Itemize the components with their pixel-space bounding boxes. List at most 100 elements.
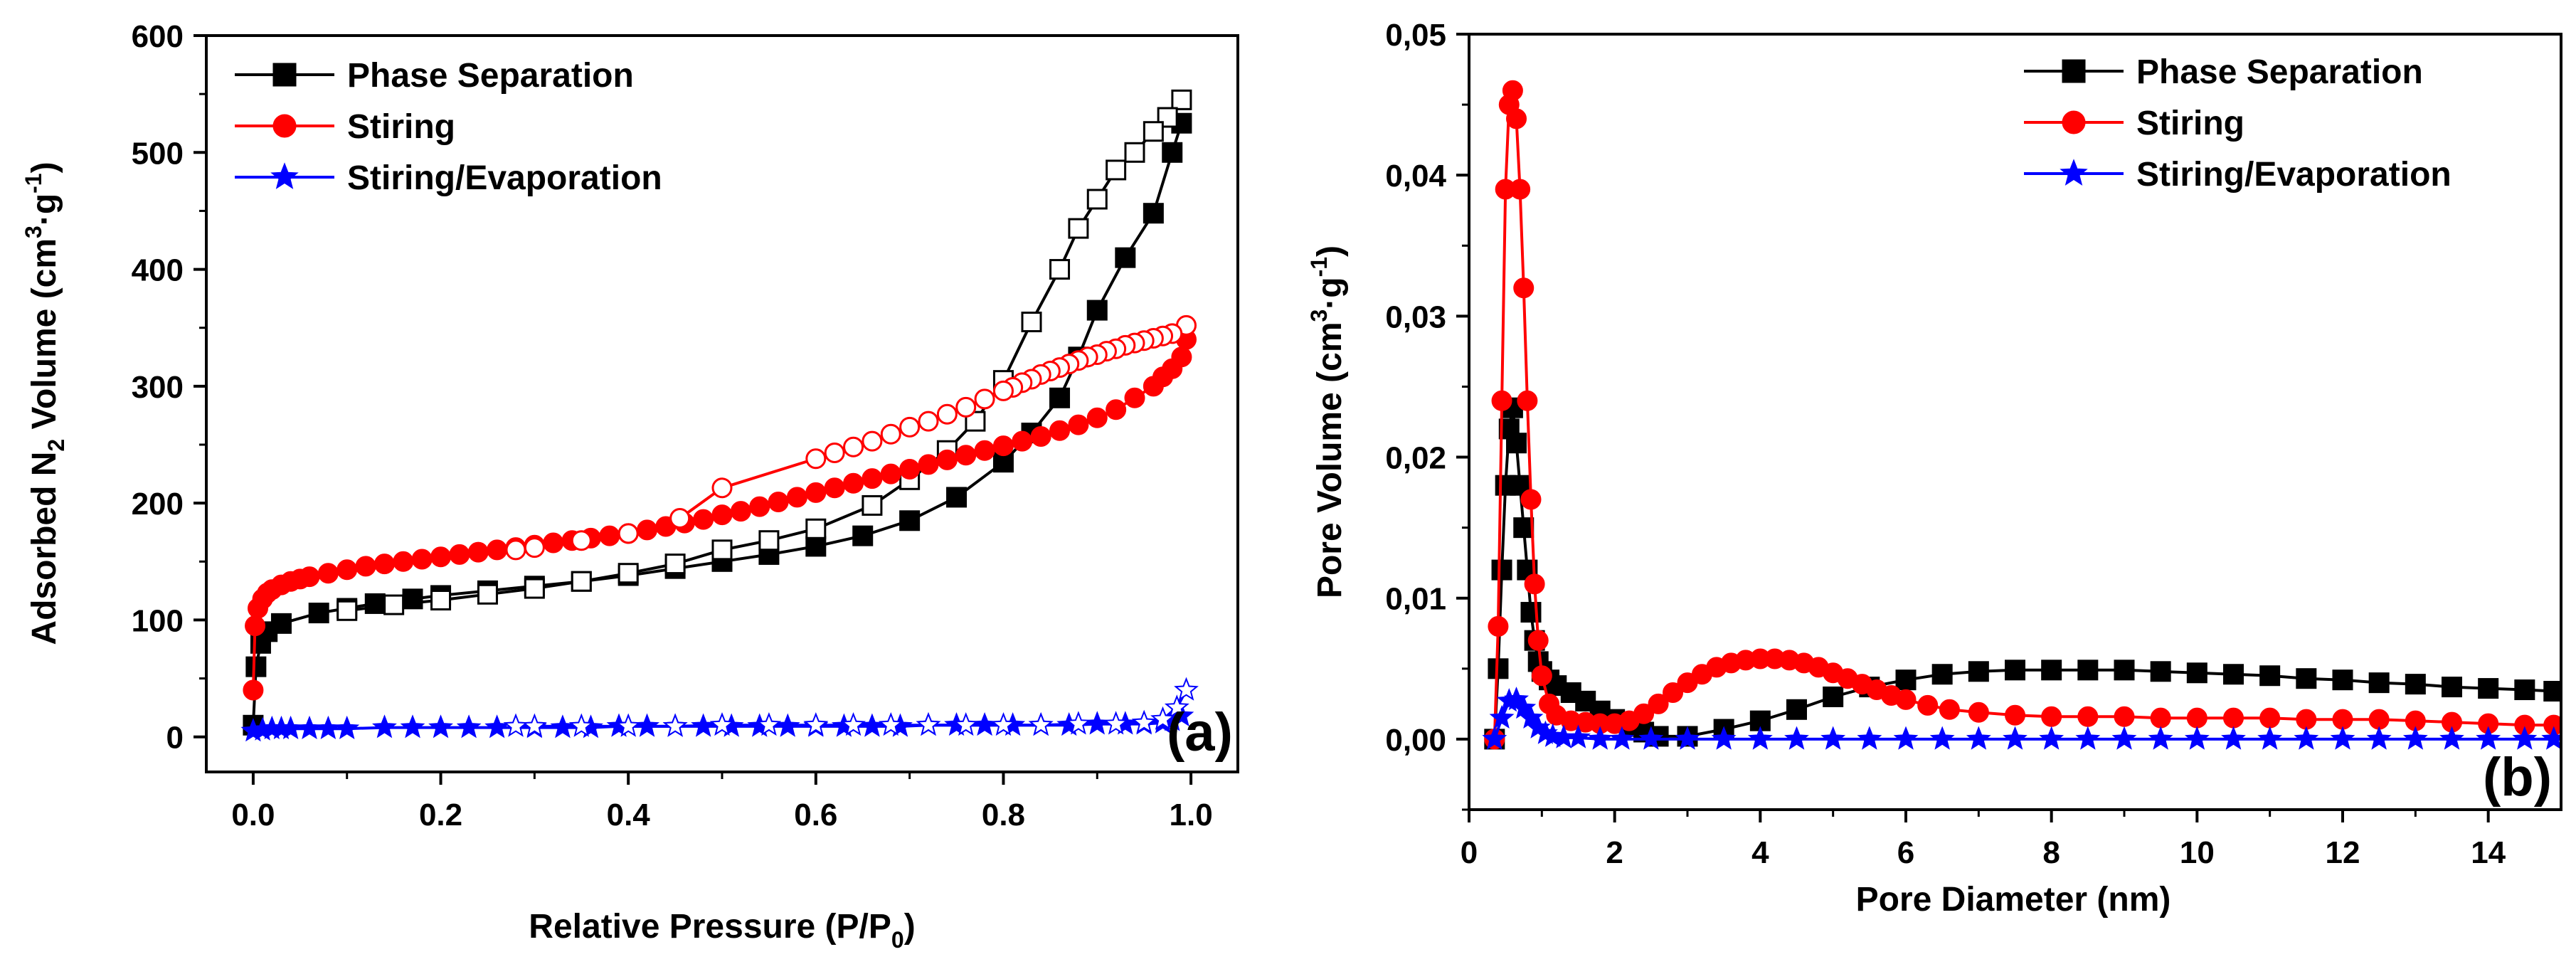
panel-a-stiring-adsorption-point <box>768 492 789 512</box>
panel-a-stiring-desorption-point <box>880 423 901 445</box>
panel-b-phase-separation-distribution-point <box>1968 661 1989 682</box>
panel-b-y-axis-title: Pore Volume (cm3·g-1) <box>1306 245 1349 598</box>
panel-a-phase-separation-desorption-point <box>336 600 358 621</box>
panel-b-stiring-evaporation-distribution-point <box>1518 704 1544 729</box>
panel-a-stiring-adsorption-point <box>1171 346 1192 368</box>
legend-b-phase-separation-marker <box>2062 59 2086 83</box>
panel-a-stiring-evaporation-desorption-point <box>756 711 782 736</box>
panel-b-stiring-evaporation-distribution-point <box>2111 726 2137 750</box>
panel-a-x-tick-label: 0.0 <box>231 798 275 832</box>
panel-a-stiring-adsorption-point <box>1030 426 1051 447</box>
panel-a-stiring-evaporation-desorption-point <box>991 711 1016 736</box>
panel-a-phase-separation-adsorption-line <box>251 122 1183 726</box>
panel-a-stiring-desorption-point <box>524 537 545 559</box>
panel-a-phase-separation-adsorption-point <box>899 510 921 531</box>
legend-b-stiring-label: Stiring <box>2136 105 2244 142</box>
panel-a-x-tick-label: 0.8 <box>982 798 1025 832</box>
panel-b-phase-separation-distribution-point <box>1931 664 1953 685</box>
panel-b-phase-separation-distribution-point <box>2478 678 2499 699</box>
panel-b-phase-separation-distribution-point <box>2150 661 2171 682</box>
panel-a-stiring-adsorption-point <box>824 477 845 499</box>
panel-a-stiring-evaporation-desorption-point <box>1150 706 1175 730</box>
panel-b-stiring-distribution-point <box>1531 665 1552 687</box>
panel-a-stiring-adsorption-point <box>862 468 883 489</box>
panel-a-stiring-adsorption-point <box>393 551 414 572</box>
panel-b-phase-separation-distribution-point <box>2259 665 2281 687</box>
panel-a-stiring-evaporation-desorption-point <box>1164 694 1189 719</box>
panel-a-stiring-evaporation-adsorption-point <box>428 714 453 739</box>
panel-a-phase-separation-desorption-point <box>1124 142 1145 163</box>
legend-b-stiring-evaporation-marker <box>2060 159 2088 186</box>
panel-a-stiring-desorption-point <box>899 416 921 438</box>
panel-a-stiring-adsorption-point <box>974 440 995 461</box>
panel-a-stiring-evaporation-desorption-point <box>1028 711 1054 736</box>
panel-a-stiring-evaporation-desorption-point <box>953 711 979 736</box>
panel-a-stiring-evaporation-desorption-point <box>1103 711 1129 735</box>
panel-a-stiring-adsorption-point <box>373 554 395 575</box>
panel-b-stiring-distribution-point <box>2368 709 2390 730</box>
panel-a-phase-separation-adsorption-point <box>270 613 292 634</box>
panel-b-phase-separation-distribution-point <box>2514 679 2535 701</box>
panel-b-phase-separation-distribution-point <box>1786 699 1807 720</box>
legend-b-phase-separation-label: Phase Separation <box>2136 53 2423 91</box>
panel-a-stiring-desorption-point <box>711 477 733 499</box>
panel-b-stiring-evaporation-distribution-point <box>2439 726 2464 750</box>
panel-a-x-tick-label: 1.0 <box>1170 798 1213 832</box>
panel-a-stiring-desorption-point <box>805 448 827 470</box>
panel-a-stiring-desorption-point <box>571 530 592 551</box>
panel-a-stiring-desorption-point <box>992 380 1014 401</box>
panel-a-y-tick-label: 400 <box>132 253 184 288</box>
panel-a-phase-separation-desorption-point <box>571 571 592 592</box>
panel-a-phase-separation-adsorption-point <box>402 588 423 610</box>
panel-a-stiring-adsorption-point <box>899 459 921 480</box>
panel-b-stiring-distribution-point <box>1517 390 1538 411</box>
panel-a-x-axis-title: Relative Pressure (P/P0) <box>529 908 915 953</box>
panel-b-stiring-evaporation-distribution-point <box>1711 726 1737 750</box>
panel-b-plot-area <box>1482 80 2561 750</box>
panel-a-stiring-adsorption-point <box>805 482 827 503</box>
panel-b-label: (b) <box>2483 747 2552 808</box>
panel-a-stiring-desorption-point <box>955 396 977 418</box>
panel-b-stiring-distribution-point <box>1917 694 1939 716</box>
panel-b-phase-separation-distribution-point <box>1513 517 1535 539</box>
panel-b-stiring-evaporation-distribution-point <box>2294 726 2319 750</box>
panel-a-phase-separation-adsorption-point <box>1162 142 1183 163</box>
panel-a-plot-area <box>240 89 1199 742</box>
panel-b-y-tick-label: 0,00 <box>1385 723 1446 758</box>
panel-a-stiring-adsorption-point <box>243 679 264 701</box>
panel-a-phase-separation-adsorption-point <box>245 656 267 677</box>
panel-a-stiring-adsorption-point <box>1086 407 1108 428</box>
panel-a-series-group <box>240 89 1199 742</box>
panel-a-stiring-evaporation-adsorption-point <box>372 714 397 739</box>
panel-a-stiring-adsorption-point <box>955 445 977 466</box>
panel-a-stiring-evaporation-adsorption-point <box>400 714 425 739</box>
panel-b-phase-separation-distribution-point <box>1560 682 1581 704</box>
panel-a-stiring-adsorption-point <box>467 541 489 563</box>
panel-a-stiring-desorption-point <box>974 388 995 410</box>
legend-a-stiring-evaporation-label: Stiring/Evaporation <box>347 159 662 197</box>
panel-b-axes-frame <box>1468 33 2562 811</box>
panel-a-phase-separation-adsorption-point <box>308 603 329 624</box>
panel-b-y-tick-label: 0,02 <box>1385 441 1446 476</box>
panel-b-phase-separation-distribution-point <box>1895 669 1917 691</box>
panel-b-stiring-distribution-point <box>1527 630 1549 651</box>
panel-b-stiring-evaporation-distribution-point <box>1675 726 1700 750</box>
panel-a-stiring-adsorption-point <box>411 549 433 570</box>
panel-b-stiring-distribution-point <box>1939 699 1960 720</box>
panel-b-pore-size-distribution: 0 2 4 6 8 10 12 14 0,00 0,01 0,02 0,03 0,04 0,05 Pore… <box>1306 18 2562 919</box>
panel-b-stiring-distribution-point <box>1488 615 1509 637</box>
panel-a-stiring-evaporation-adsorption-point <box>315 715 341 740</box>
panel-b-stiring-evaporation-distribution-point <box>2039 726 2064 750</box>
panel-a-axes-frame <box>205 34 1239 773</box>
panel-a-stiring-adsorption-point <box>693 509 714 530</box>
panel-a-stiring-desorption-point <box>669 508 691 529</box>
panel-b-stiring-evaporation-distribution-point <box>2257 726 2283 750</box>
panel-b-stiring-distribution-point <box>1520 489 1542 510</box>
panel-b-stiring-distribution-point <box>1633 703 1655 724</box>
legend-b-stiring-marker <box>2062 110 2086 134</box>
panel-a-stiring-adsorption-point <box>449 544 470 565</box>
panel-b-phase-separation-distribution-point <box>1823 686 1844 707</box>
panel-a-y-tick-label: 300 <box>132 370 184 405</box>
panel-a-stiring-adsorption-point <box>936 449 958 470</box>
panel-a-y-tick-label: 600 <box>132 19 184 54</box>
